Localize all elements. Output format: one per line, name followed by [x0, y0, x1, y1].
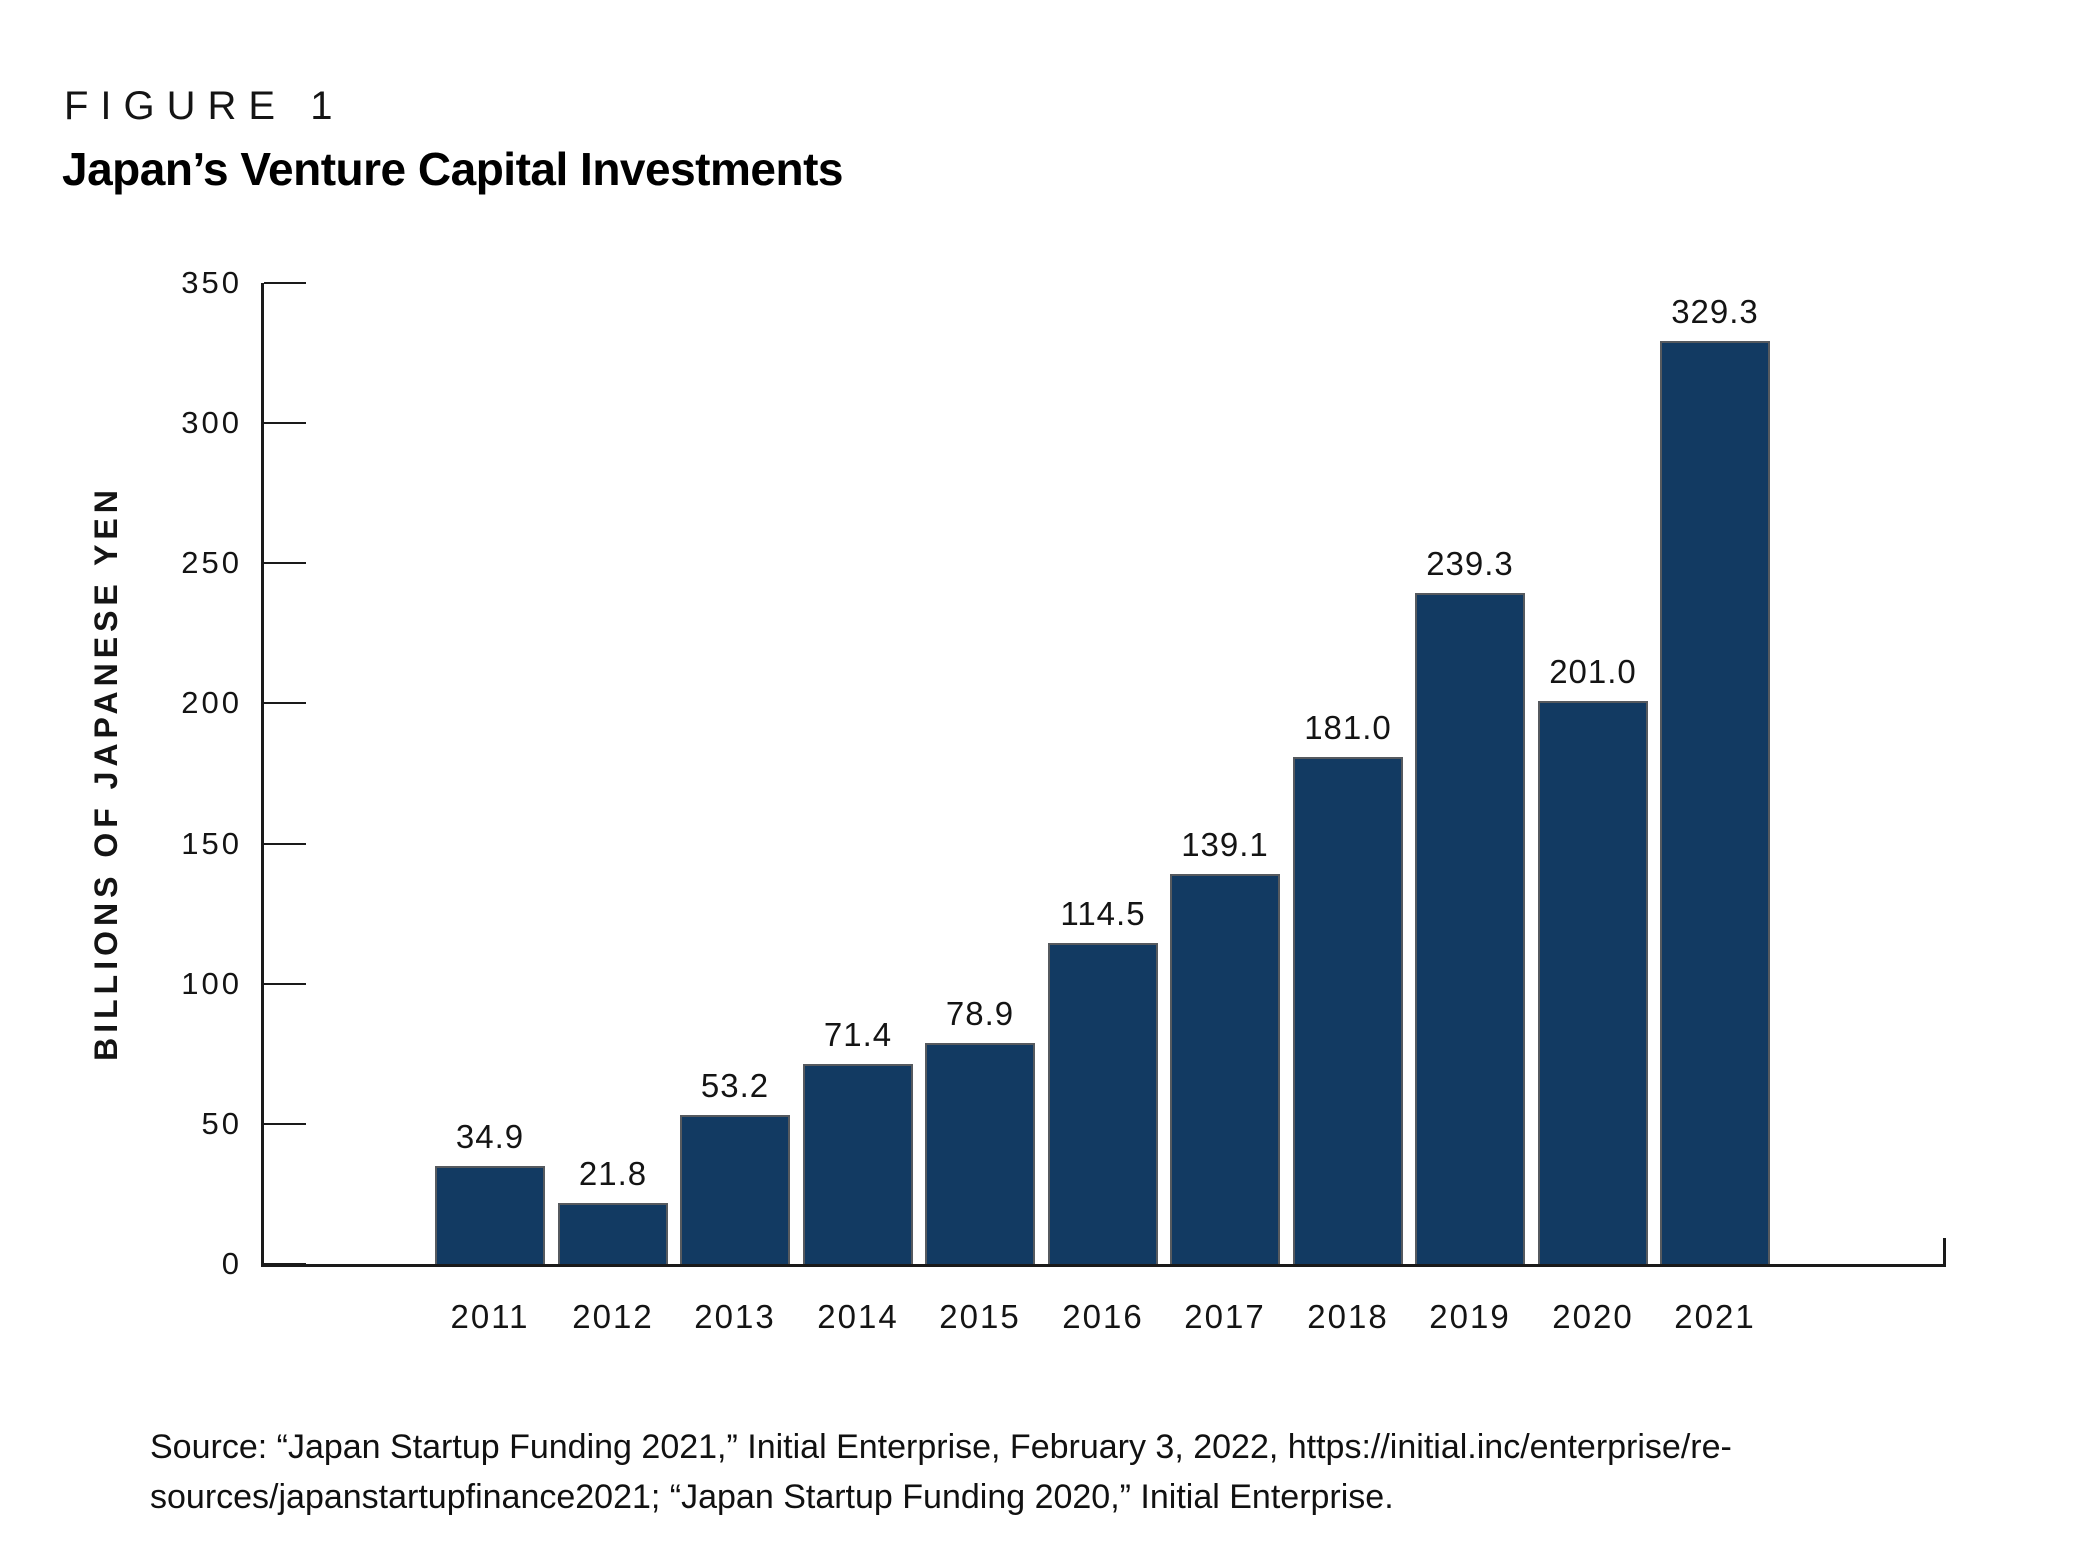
bar-value-label: 114.5 [1060, 895, 1146, 932]
bar [435, 1166, 545, 1264]
source-line: Source: “Japan Startup Funding 2021,” In… [150, 1428, 1732, 1466]
x-axis-end-tick [1943, 1238, 1946, 1264]
y-tick-label: 100 [181, 966, 242, 1001]
bar-value-label: 53.2 [700, 1067, 770, 1104]
bar [1415, 593, 1525, 1264]
source-citation: Source: “Japan Startup Funding 2021,” In… [150, 1422, 1910, 1522]
bar [925, 1043, 1035, 1264]
y-tick [264, 983, 306, 985]
y-tick [264, 422, 306, 424]
x-tick-label: 2016 [1062, 1298, 1144, 1335]
chart-title: Japan’s Venture Capital Investments [62, 143, 843, 195]
y-tick-label: 150 [181, 826, 242, 861]
bar [558, 1203, 668, 1264]
x-tick-label: 2020 [1552, 1298, 1634, 1335]
bar-value-label: 201.0 [1549, 653, 1637, 690]
x-tick-label: 2012 [572, 1298, 654, 1335]
source-line: sources/japanstartupfinance2021; “Japan … [150, 1478, 1394, 1516]
y-tick [264, 562, 306, 564]
y-tick-label: 200 [181, 685, 242, 720]
bar [803, 1064, 913, 1264]
x-tick-label: 2021 [1674, 1298, 1756, 1335]
y-tick [264, 282, 306, 284]
x-tick-label: 2011 [450, 1298, 530, 1335]
bar [1293, 757, 1403, 1264]
y-tick [264, 843, 306, 845]
bar-value-label: 139.1 [1181, 826, 1269, 863]
bar-value-label: 239.3 [1426, 545, 1514, 582]
y-axis-line [261, 283, 264, 1267]
y-tick-label: 250 [181, 545, 242, 580]
bar [680, 1115, 790, 1264]
bar [1170, 874, 1280, 1264]
figure-label: FIGURE 1 [64, 84, 345, 128]
x-tick-label: 2014 [817, 1298, 899, 1335]
bar [1048, 943, 1158, 1264]
y-tick-label: 0 [221, 1246, 242, 1281]
bar-value-label: 181.0 [1304, 709, 1392, 746]
bar [1538, 701, 1648, 1264]
x-tick-label: 2015 [939, 1298, 1021, 1335]
x-tick-label: 2017 [1184, 1298, 1266, 1335]
y-tick [264, 702, 306, 704]
x-axis-line [261, 1264, 1946, 1267]
y-tick-label: 350 [181, 265, 242, 300]
bar-value-label: 21.8 [578, 1155, 648, 1192]
bar-value-label: 34.9 [455, 1118, 525, 1155]
y-tick [264, 1123, 306, 1125]
y-tick-label: 300 [181, 405, 242, 440]
y-tick-label: 50 [201, 1106, 242, 1141]
bar-value-label: 329.3 [1671, 293, 1759, 330]
x-tick-label: 2019 [1429, 1298, 1511, 1335]
bar [1660, 341, 1770, 1264]
bar-value-label: 78.9 [945, 995, 1015, 1032]
bar-value-label: 71.4 [823, 1016, 893, 1053]
x-tick-label: 2018 [1307, 1298, 1389, 1335]
y-tick [264, 1263, 306, 1265]
x-tick-label: 2013 [694, 1298, 776, 1335]
